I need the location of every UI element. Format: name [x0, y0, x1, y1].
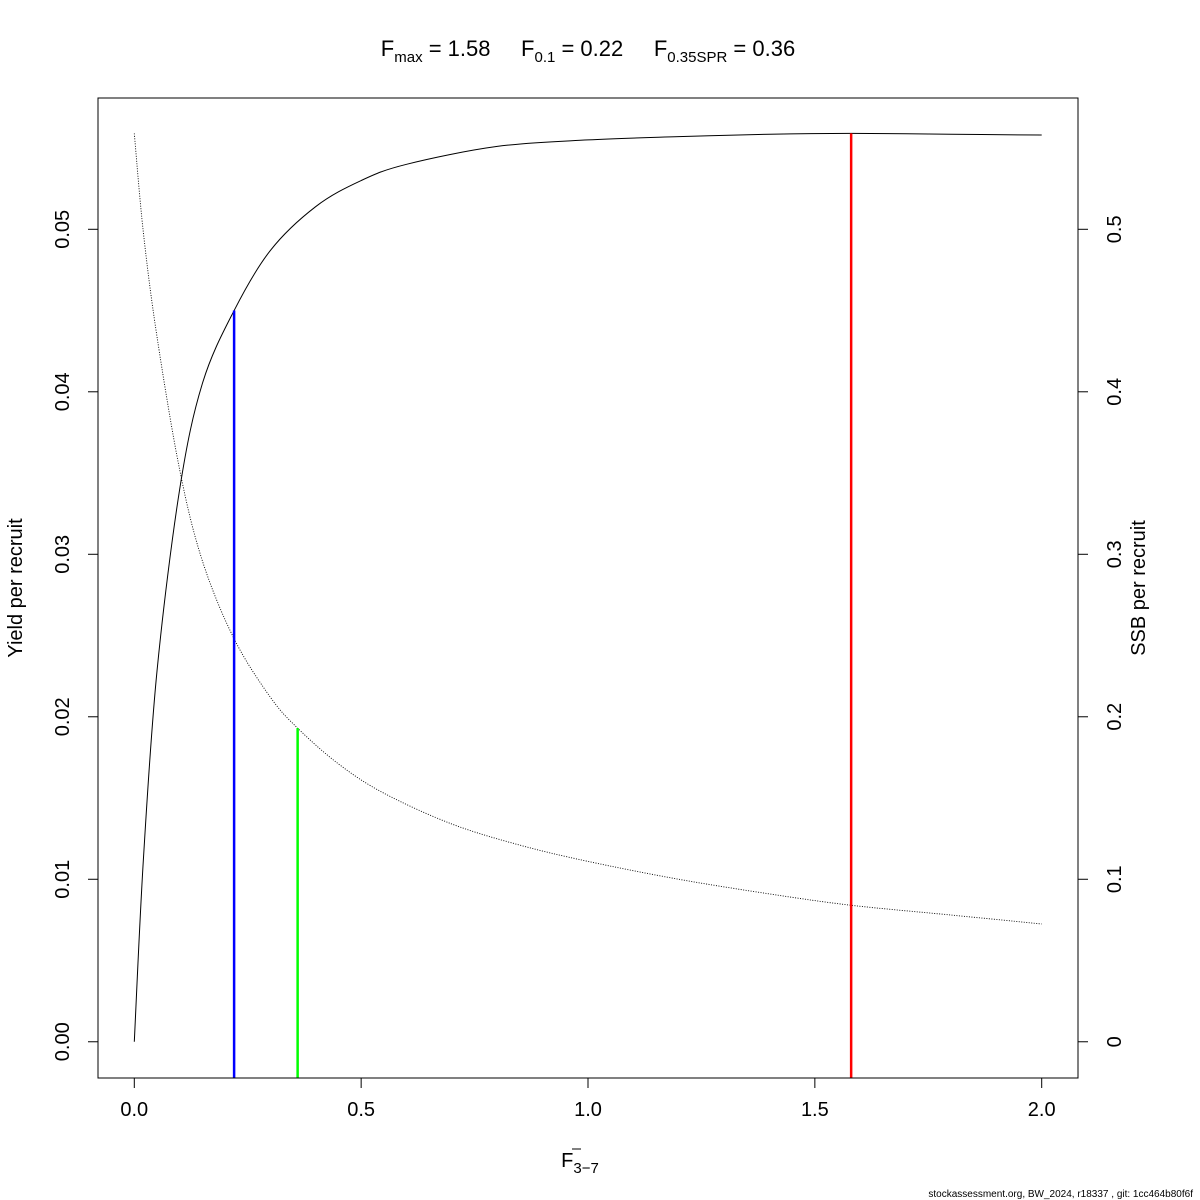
ssb-per-recruit-line	[133, 133, 1042, 925]
y-right-tick-label: 0.1	[1104, 865, 1126, 893]
chart-title: Fmax = 1.58 F0.1 = 0.22 F0.35SPR = 0.36	[381, 36, 795, 66]
y-axis-right-label: SSB per recruit	[1128, 520, 1150, 656]
x-tick-label: 1.5	[801, 1099, 829, 1121]
y-left-tick-label: 0.03	[52, 535, 74, 574]
y-right-tick-label: 0	[1104, 1036, 1126, 1047]
x-tick-label: 1.0	[574, 1099, 602, 1121]
y-left-tick-label: 0.02	[52, 697, 74, 736]
y-left-tick-label: 0.04	[52, 372, 74, 411]
y-right-tick-label: 0.4	[1104, 378, 1126, 406]
plot-frame	[97, 97, 1079, 1079]
y-left-tick-label: 0.05	[52, 210, 74, 249]
y-right-tick-label: 0.5	[1104, 215, 1126, 243]
y-left-tick-label: 0.00	[52, 1022, 74, 1061]
yield-per-recruit-line	[133, 132, 1042, 1042]
x-axis: 0.0 0.5 1.0 1.5 2.0	[120, 1077, 1056, 1121]
footer-text: stockassessment.org, BW_2024, r18337 , g…	[928, 1189, 1193, 1200]
y-axis-left-label: Yield per recruit	[5, 518, 27, 658]
x-tick-label: 2.0	[1028, 1099, 1056, 1121]
y-right-tick-label: 0.2	[1104, 703, 1126, 731]
series-layer	[133, 132, 1042, 1042]
x-tick-label: 0.0	[120, 1099, 148, 1121]
x-axis-label: F3−7	[561, 1150, 599, 1177]
x-tick-label: 0.5	[347, 1099, 375, 1121]
y-axis-right: 0 0.1 0.2 0.3 0.4 0.5	[1077, 215, 1126, 1047]
y-axis-left: 0.00 0.01 0.02 0.03 0.04 0.05	[52, 210, 99, 1061]
title-text: Fmax = 1.58 F0.1 = 0.22 F0.35SPR = 0.36	[381, 36, 795, 66]
reference-lines	[232, 133, 853, 1078]
y-left-tick-label: 0.01	[52, 860, 74, 899]
y-right-tick-label: 0.3	[1104, 540, 1126, 568]
